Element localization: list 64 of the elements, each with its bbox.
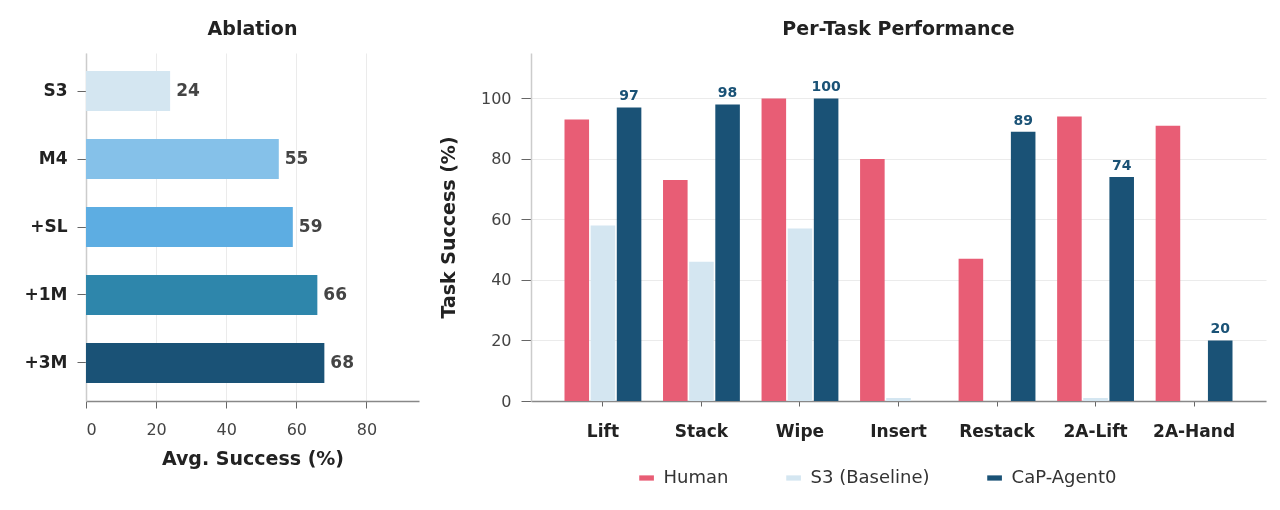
chart-title: Ablation [207,17,298,39]
x-tick-label: Lift [586,420,620,441]
chart-title: Per-Task Performance [782,17,1015,39]
y-tick-label: 60 [491,209,512,229]
bar [689,261,714,401]
x-tick-label: 2A-Lift [1063,420,1128,441]
x-axis-title: Avg. Success (%) [161,446,345,469]
y-tick-label: +3M [24,351,68,372]
y-tick-label: M4 [38,148,68,169]
legend-label: Human [663,466,729,487]
x-tick-label: Insert [870,420,927,441]
bar [860,158,885,401]
bar [86,342,325,383]
data-label: 20 [1210,320,1231,337]
bar [564,119,590,401]
y-axis-title: Task Success (%) [436,136,459,319]
x-tick-label: 2A-Hand [1153,420,1236,441]
bar [1010,131,1036,401]
y-tick-label: 20 [491,330,512,350]
y-tick-label: 0 [501,391,512,411]
x-tick-label: Restack [959,420,1036,441]
y-tick-label: 80 [491,149,512,169]
y-tick-label: 100 [480,88,512,108]
bar [1207,340,1233,401]
y-tick-label: +1M [24,283,68,304]
data-label: 66 [323,283,348,304]
legend-label: S3 (Baseline) [810,466,930,487]
bar [663,180,688,401]
legend-label: CaP-Agent0 [1011,466,1117,487]
data-label: 68 [330,351,355,372]
bar [1057,116,1082,401]
x-tick-label: 20 [146,419,167,439]
bar [886,397,911,401]
x-tick-label: Wipe [775,420,825,441]
y-tick-label: S3 [43,80,68,101]
bar [1083,397,1108,401]
bar [787,228,813,401]
data-label: 98 [717,84,738,101]
x-tick-label: Stack [674,420,729,441]
bar [715,104,740,401]
bar [1109,177,1134,401]
bar [1155,125,1181,401]
x-tick-label: 60 [286,419,307,439]
bar [958,258,984,401]
bar [813,98,839,401]
bar [86,274,318,316]
y-tick-label: 40 [491,270,512,290]
bar [616,107,642,401]
x-tick-label: 0 [86,419,97,439]
bar [86,138,279,180]
data-label: 89 [1013,111,1033,128]
bar [590,225,616,401]
data-label: 24 [176,80,200,101]
data-label: 55 [284,148,309,169]
data-label: 74 [1111,157,1132,174]
x-tick-label: 80 [356,419,378,439]
data-label: 100 [811,78,841,95]
y-tick-label: +SL [30,216,68,236]
bar [86,206,293,248]
x-tick-label: 40 [216,419,237,439]
data-label: 97 [619,87,639,104]
bar [761,98,787,401]
data-label: 59 [298,216,323,236]
bar [86,71,171,112]
